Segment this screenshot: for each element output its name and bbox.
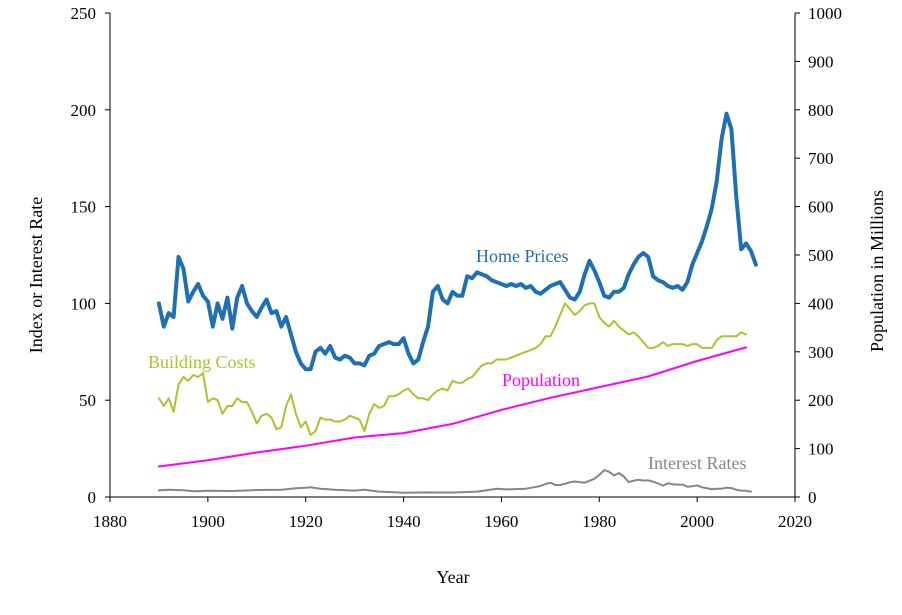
right-y-axis-title: Population in Millions [867,190,887,352]
x-tick-label: 1960 [484,512,518,531]
interest-rates-line [157,469,752,494]
left-y-axis-title: Index or Interest Rate [26,197,46,353]
left-y-tick-label: 50 [79,391,96,410]
x-tick-label: 1980 [582,512,616,531]
right-y-tick-label: 800 [808,101,834,120]
left-y-axis-ticks: 0 50 100 150 200 250 [71,4,110,507]
right-y-tick-label: 400 [808,294,834,313]
right-y-tick-label: 900 [808,52,834,71]
left-y-tick-label: 200 [71,101,97,120]
right-y-axis-ticks: 0 100 200 300 400 500 600 700 800 900 1000 [795,4,842,507]
right-y-tick-label: 1000 [808,4,842,23]
x-tick-label: 1900 [191,512,225,531]
left-y-tick-label: 0 [88,488,97,507]
x-tick-label: 2020 [778,512,812,531]
right-y-tick-label: 600 [808,198,834,217]
left-y-tick-label: 250 [71,4,97,23]
right-y-tick-label: 0 [808,488,817,507]
interest-rates-label: Interest Rates [648,453,746,473]
left-y-tick-label: 150 [71,198,97,217]
population-line [157,346,748,468]
home-prices-line [156,111,758,372]
x-axis-title: Year [436,567,469,587]
x-tick-label: 1920 [289,512,323,531]
x-tick-label: 1940 [387,512,421,531]
x-axis-ticks: 1880 1900 1920 1940 1960 1980 2000 2020 [93,497,812,531]
building-costs-line [157,302,748,436]
x-tick-label: 1880 [93,512,127,531]
right-y-tick-label: 200 [808,391,834,410]
series-lines [156,111,758,494]
population-label: Population [502,370,580,390]
x-tick-label: 2000 [680,512,714,531]
right-y-tick-label: 700 [808,149,834,168]
home-prices-label: Home Prices [476,246,568,266]
right-y-tick-label: 500 [808,246,834,265]
building-costs-label: Building Costs [148,352,256,372]
right-y-tick-label: 300 [808,343,834,362]
left-y-tick-label: 100 [71,294,97,313]
right-y-tick-label: 100 [808,440,834,459]
